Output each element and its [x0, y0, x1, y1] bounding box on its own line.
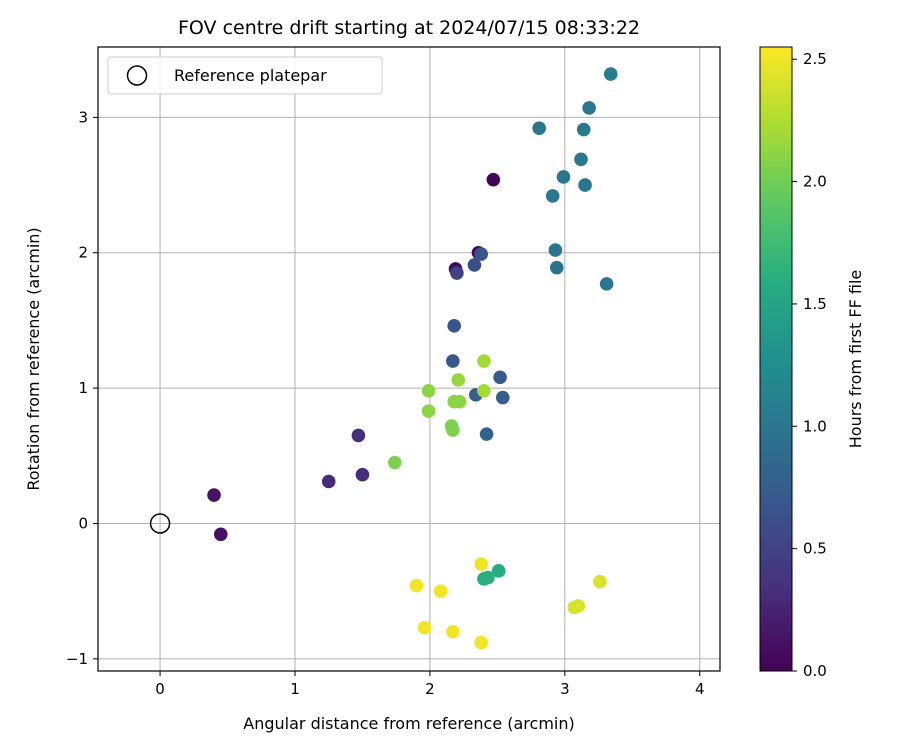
data-point [388, 455, 402, 470]
data-point [474, 635, 488, 650]
data-point [421, 404, 436, 418]
colorbar-tick-label: 2.0 [803, 173, 827, 191]
data-point [452, 394, 467, 409]
data-point [491, 564, 506, 578]
data-point [474, 247, 488, 261]
colorbar [759, 46, 793, 672]
colorbar-tick-label: 1.0 [803, 417, 827, 435]
data-point [207, 488, 221, 502]
colorbar-tick-label: 0.0 [803, 662, 827, 680]
reference-platepar-marker [149, 513, 171, 534]
data-point [409, 578, 424, 593]
colorbar-tick-label: 0.5 [803, 540, 827, 558]
data-point [481, 570, 495, 585]
data-point [421, 384, 436, 398]
colorbar-tick-label: 1.5 [803, 295, 827, 313]
grid [98, 47, 720, 671]
data-point [493, 370, 507, 385]
data-point [474, 557, 488, 571]
data-point [433, 584, 448, 598]
chart-title: FOV centre drift starting at 2024/07/15 … [178, 17, 640, 39]
x-axis-label: Angular distance from reference (arcmin) [243, 714, 574, 733]
data-point [450, 266, 464, 280]
data-point [599, 277, 614, 291]
x-tick-label: 3 [560, 680, 570, 698]
y-axis-label: Rotation from reference (arcmin) [24, 227, 43, 490]
data-point [447, 319, 461, 333]
y-tick-label: 1 [78, 379, 88, 397]
data-point [321, 474, 336, 489]
data-point [467, 258, 482, 272]
data-point [495, 390, 510, 405]
data-point [451, 373, 466, 387]
x-tick-label: 1 [290, 680, 300, 698]
data-point [351, 428, 366, 443]
y-tick-label: 3 [78, 108, 88, 126]
data-point [486, 172, 501, 187]
y-tick-label: 0 [78, 514, 88, 532]
data-point [355, 467, 370, 482]
data-point [477, 354, 491, 368]
plot-frame [97, 46, 721, 672]
data-point [446, 354, 460, 368]
x-axis-ticks: 0 1 2 3 4 [155, 671, 705, 698]
y-tick-label: −1 [66, 650, 88, 668]
data-point [548, 243, 563, 257]
data-point [545, 189, 560, 203]
legend-entry: Reference platepar [174, 66, 327, 85]
data-point [593, 574, 607, 589]
x-tick-label: 2 [425, 680, 435, 698]
data-point [582, 101, 596, 115]
reference-marker [149, 513, 171, 534]
data-point [574, 152, 588, 167]
legend-box [107, 56, 383, 95]
colorbar-ticks: 0.0 0.5 1.0 1.5 2.0 2.5 [792, 50, 827, 680]
data-point [446, 624, 460, 639]
data-point [213, 527, 228, 542]
data-point [446, 423, 460, 437]
data-point [578, 178, 592, 192]
data-point [556, 170, 571, 184]
legend-marker [126, 65, 148, 86]
data-point [477, 384, 491, 398]
y-axis-ticks: −1 0 1 2 3 [66, 108, 98, 668]
data-points [207, 67, 618, 650]
colorbar-tick-label: 2.5 [803, 50, 827, 68]
data-point [567, 600, 582, 615]
colorbar-label: Hours from first FF file [846, 270, 865, 449]
data-point [576, 122, 591, 137]
data-point [603, 67, 618, 81]
legend: Reference platepar [107, 56, 383, 95]
y-tick-label: 2 [78, 244, 88, 262]
x-tick-label: 0 [155, 680, 165, 698]
data-point [549, 260, 564, 275]
data-point [532, 121, 547, 136]
data-point [417, 620, 432, 635]
x-tick-label: 4 [695, 680, 705, 698]
data-point [479, 427, 494, 441]
